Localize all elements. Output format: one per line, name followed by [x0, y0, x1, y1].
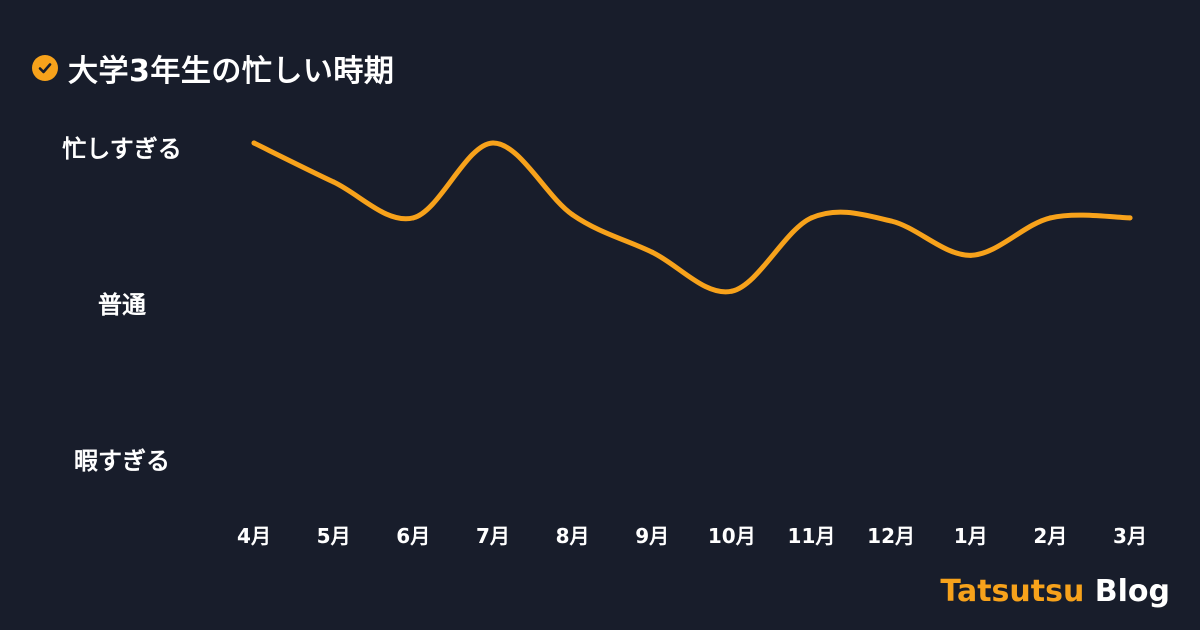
x-tick-label: 10月: [708, 524, 756, 548]
data-point-9月: [649, 249, 655, 255]
x-tick-label: 5月: [317, 524, 351, 548]
x-axis-labels: 4月 5月 6月 7月 8月 9月 10月 11月 12月 1月 2月 3月: [237, 524, 1147, 548]
data-point-2月: [1047, 215, 1053, 221]
x-tick-label: 9月: [635, 524, 669, 548]
chart-header: 大学3年生の忙しい時期: [32, 46, 394, 90]
data-point-7月: [490, 140, 496, 146]
brand-name-accent: Tatsutsu: [940, 574, 1085, 609]
data-point-6月: [410, 215, 416, 221]
x-tick-label: 2月: [1033, 524, 1067, 548]
data-point-12月: [888, 218, 894, 224]
x-tick-label: 4月: [237, 524, 271, 548]
x-tick-label: 12月: [867, 524, 915, 548]
x-tick-label: 6月: [396, 524, 430, 548]
data-point-4月: [251, 140, 257, 146]
brand-watermark: Tatsutsu Blog: [940, 574, 1170, 609]
x-tick-label: 7月: [476, 524, 510, 548]
x-tick-label: 11月: [788, 524, 836, 548]
y-level-label: 忙しすぎる: [62, 135, 182, 163]
brand-name-blog: Blog: [1094, 574, 1170, 609]
chart-title: 大学3年生の忙しい時期: [68, 54, 395, 89]
data-point-3月: [1127, 215, 1133, 221]
data-point-1月: [968, 252, 974, 258]
data-point-11月: [808, 215, 814, 221]
y-level-label: 暇すぎる: [74, 447, 170, 475]
check-circle-icon: [32, 55, 58, 81]
x-tick-label: 1月: [954, 524, 988, 548]
data-point-8月: [570, 212, 576, 218]
x-tick-label: 8月: [556, 524, 590, 548]
data-point-5月: [331, 179, 337, 185]
y-level-label: 普通: [98, 291, 146, 319]
x-tick-label: 3月: [1113, 524, 1147, 548]
data-point-10月: [729, 288, 735, 294]
series-line: [251, 140, 1133, 295]
